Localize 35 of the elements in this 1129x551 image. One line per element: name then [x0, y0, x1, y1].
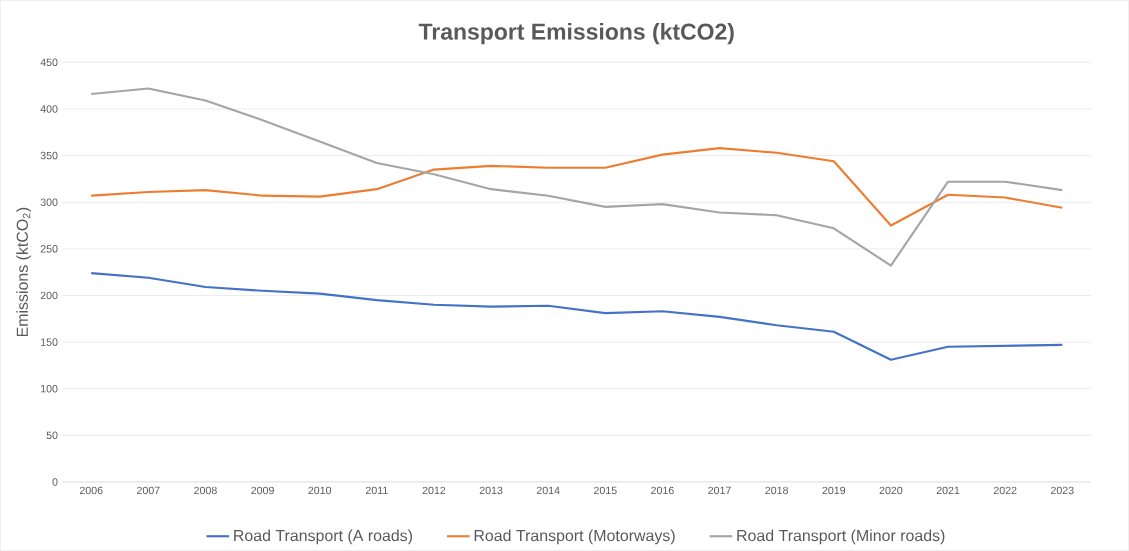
- y-tick-label: 0: [52, 478, 58, 486]
- y-tick-label: 100: [41, 384, 58, 393]
- legend-label: Road Transport (A roads): [234, 529, 412, 545]
- y-tick-label: 300: [40, 198, 58, 206]
- x-tick-label: 2007: [137, 486, 160, 495]
- x-tick-label: 2017: [708, 486, 731, 495]
- x-tick-label: 2014: [536, 486, 560, 495]
- x-tick-label: 2022: [993, 486, 1017, 495]
- x-tick-label: 2018: [765, 486, 789, 495]
- x-tick-label: 2023: [1051, 486, 1074, 495]
- x-tick-label: 2010: [308, 486, 332, 495]
- y-tick-label: 150: [41, 338, 58, 346]
- legend-label: Road Transport (Motorways): [474, 529, 675, 545]
- x-tick-label: 2021: [936, 486, 960, 495]
- x-tick-label: 2008: [194, 486, 217, 495]
- line-series: [90, 147, 1064, 227]
- y-tick-label: 350: [40, 151, 58, 160]
- chart-title: Transport Emissions (ktCO2): [418, 22, 734, 45]
- y-tick-label: 50: [46, 431, 58, 440]
- x-tick-label: 2009: [251, 486, 274, 495]
- y-axis-title: Emissions (ktCO$_{2}$): [16, 207, 32, 337]
- x-tick-label: 2012: [422, 486, 446, 495]
- legend-label: Road Transport (Minor roads): [737, 529, 945, 545]
- y-tick-label: 200: [40, 291, 58, 300]
- line-series: [90, 87, 1064, 267]
- y-tick-label: 250: [40, 245, 58, 253]
- x-tick-label: 2015: [594, 486, 617, 495]
- x-tick-label: 2019: [822, 486, 846, 495]
- y-tick-label: 450: [40, 58, 58, 67]
- x-tick-label: 2013: [479, 486, 503, 495]
- x-tick-label: 2006: [79, 486, 103, 495]
- x-tick-label: 2016: [651, 486, 674, 495]
- x-tick-label: 2011: [365, 486, 388, 495]
- x-tick-label: 2020: [879, 486, 903, 495]
- y-tick-label: 400: [40, 105, 58, 113]
